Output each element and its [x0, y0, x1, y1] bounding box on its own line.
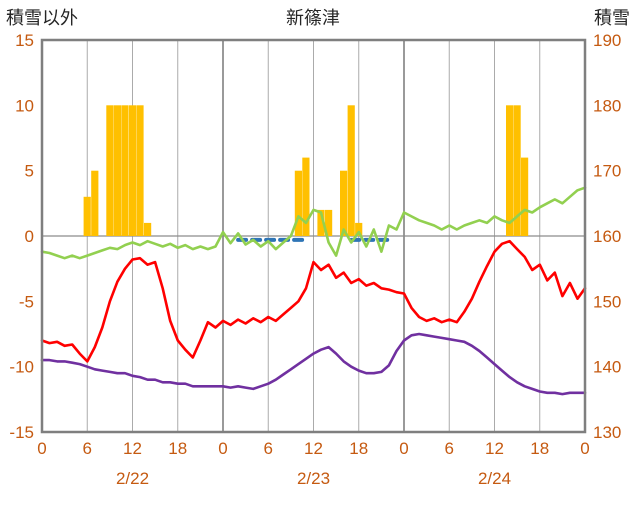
snowfall-bars	[83, 105, 529, 236]
left-axis-tick: 0	[25, 227, 34, 246]
x-axis-date-label: 2/22	[116, 469, 149, 488]
left-axis-tick: 15	[15, 31, 34, 50]
x-axis-date-label: 2/24	[478, 469, 511, 488]
left-axis-tick: -5	[19, 292, 34, 311]
x-axis-date-label: 2/23	[297, 469, 330, 488]
x-axis-hour-tick: 6	[445, 439, 454, 458]
right-axis-tick: 160	[593, 227, 621, 246]
right-axis-tick: 150	[593, 292, 621, 311]
x-axis-hour-tick: 6	[264, 439, 273, 458]
x-axis-hour-tick: 0	[399, 439, 408, 458]
x-axis-hour-tick: 0	[580, 439, 589, 458]
x-axis-hour-tick: 18	[168, 439, 187, 458]
right-axis-tick: 130	[593, 423, 621, 442]
x-axis-hour-tick: 6	[83, 439, 92, 458]
chart-title: 新篠津	[286, 8, 340, 28]
right-axis-tick: 140	[593, 358, 621, 377]
x-axis-hour-tick: 18	[349, 439, 368, 458]
red-temperature-line	[40, 239, 587, 363]
x-axis-hour-tick: 12	[304, 439, 323, 458]
left-axis-tick: 10	[15, 96, 34, 115]
right-axis-tick: 190	[593, 31, 621, 50]
x-axis-hour-tick: 12	[485, 439, 504, 458]
right-axis-tick: 170	[593, 162, 621, 181]
right-axis-title: 積雪	[594, 8, 630, 28]
x-axis-hour-tick: 0	[37, 439, 46, 458]
purple-temperature-line	[40, 332, 587, 396]
left-axis-tick: -15	[9, 423, 34, 442]
left-axis-tick: -10	[9, 358, 34, 377]
left-axis-tick: 5	[25, 162, 34, 181]
x-axis-hour-tick: 12	[123, 439, 142, 458]
left-axis-title: 積雪以外	[6, 8, 78, 28]
plot-border	[40, 38, 587, 434]
right-axis-tick: 180	[593, 96, 621, 115]
snow-depth-line	[40, 186, 587, 260]
x-axis-hour-tick: 18	[530, 439, 549, 458]
x-axis-hour-tick: 0	[218, 439, 227, 458]
